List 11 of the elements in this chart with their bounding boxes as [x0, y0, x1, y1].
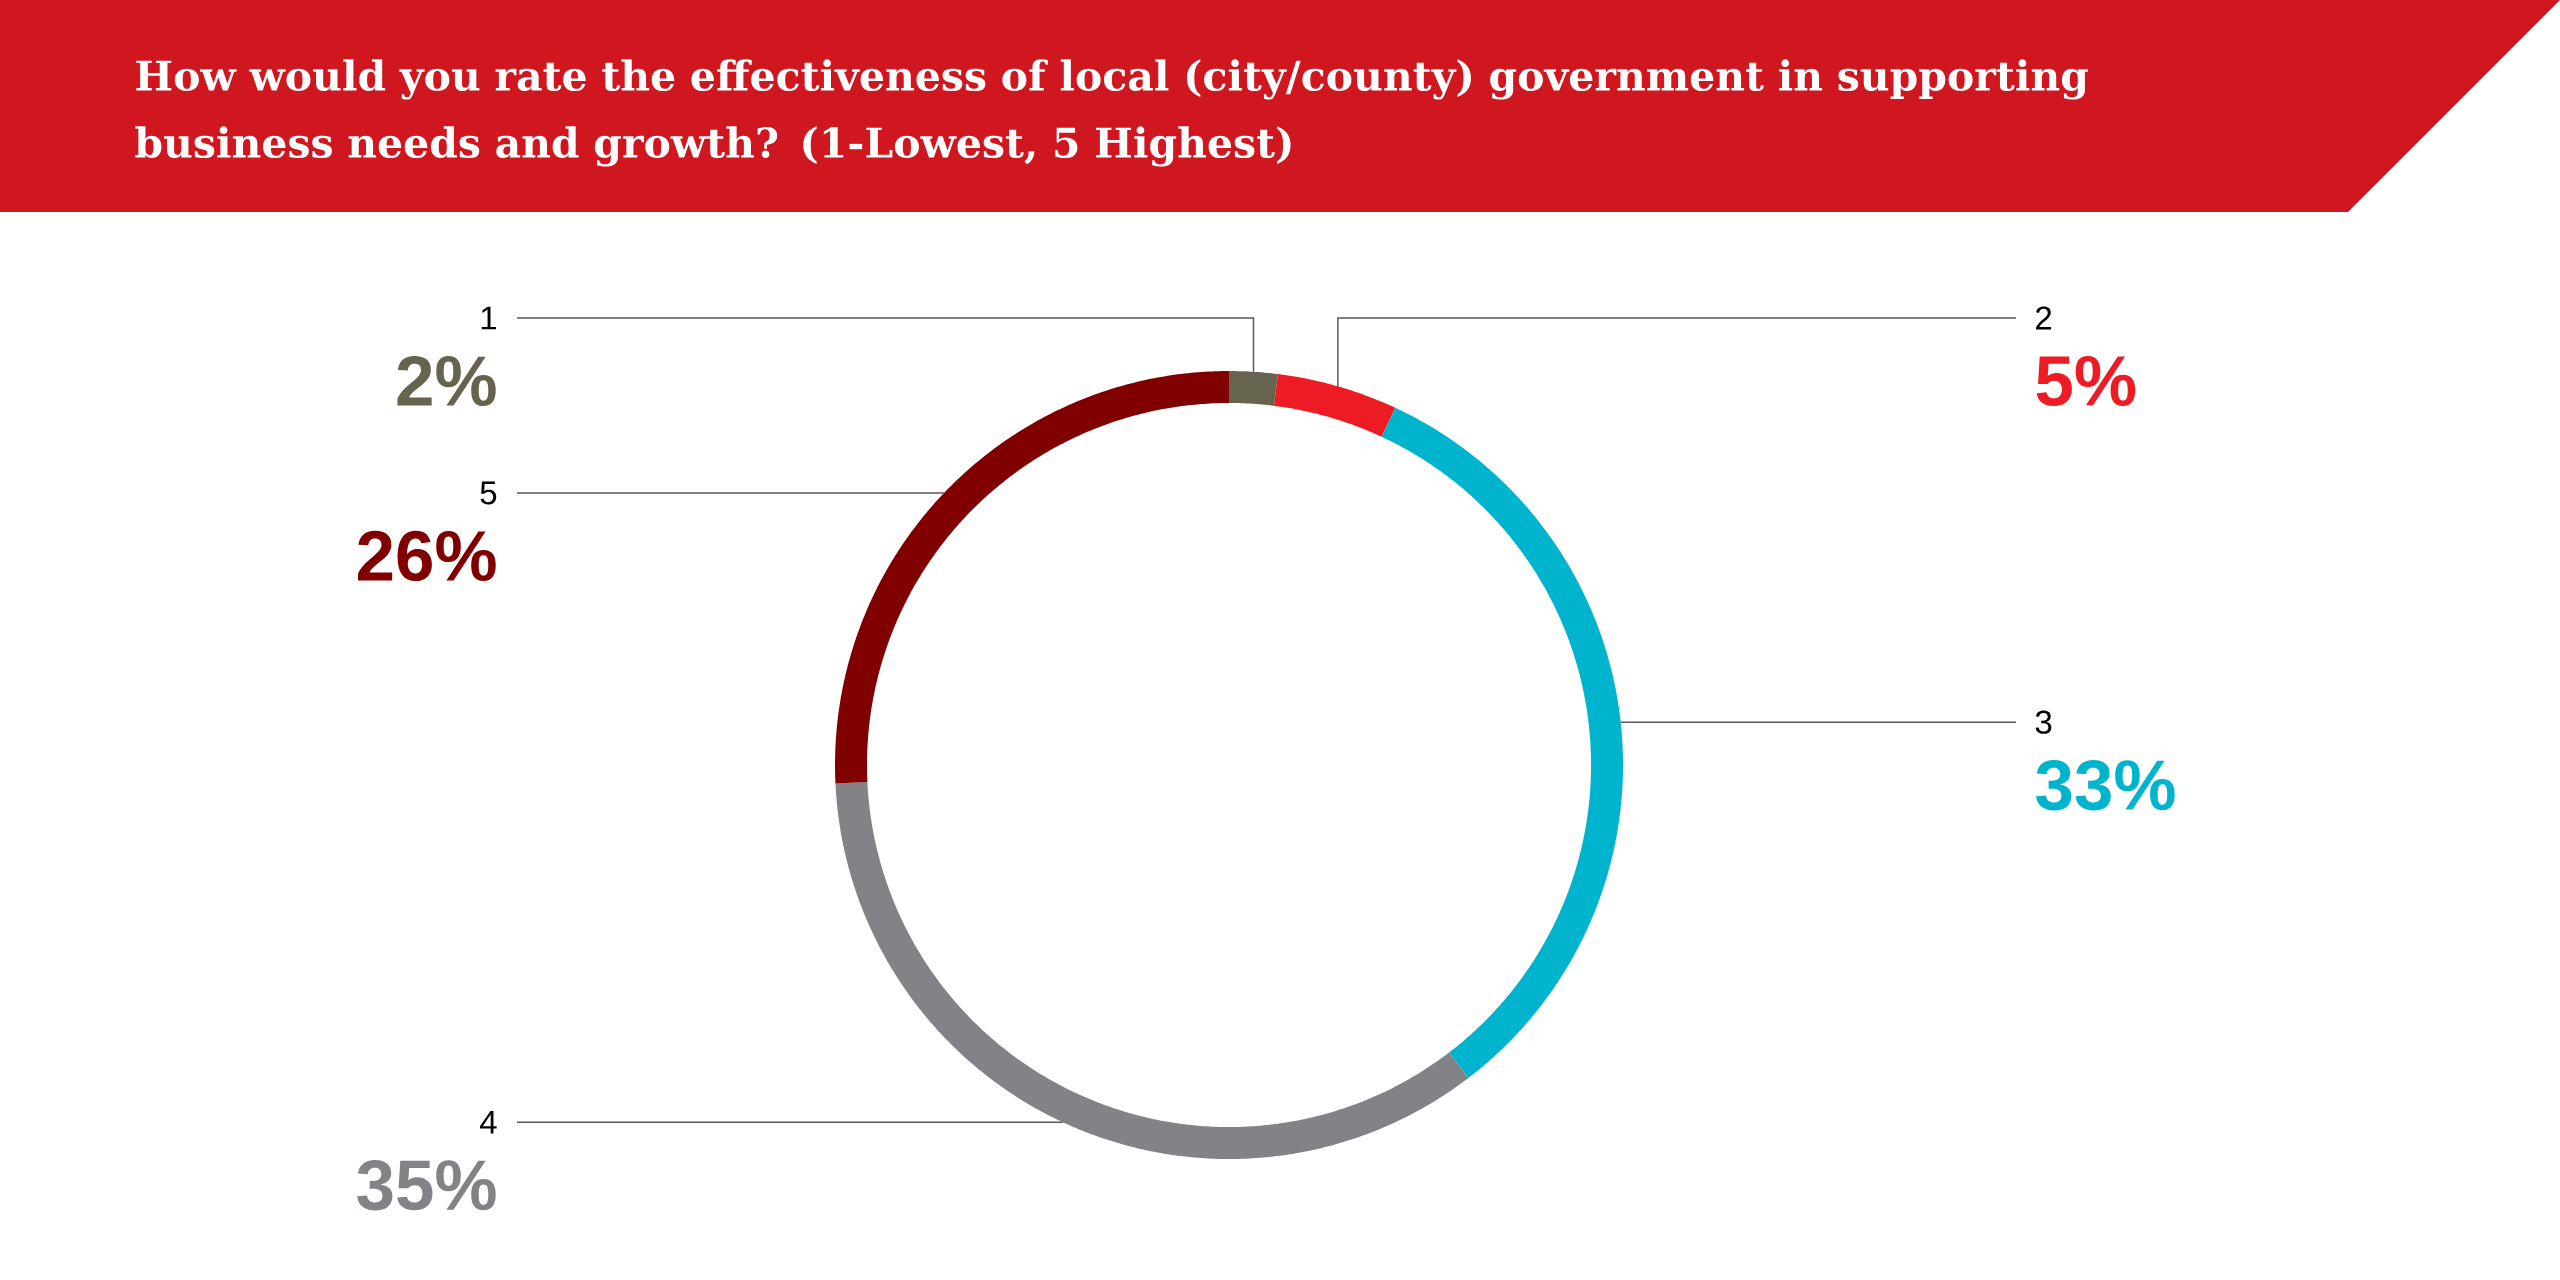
slice-label: 5 [480, 481, 497, 505]
slice-label: 3 [2035, 710, 2052, 734]
data-label: 5% [2036, 355, 2136, 407]
data-label: 35% [357, 1160, 496, 1211]
data-label: 2% [397, 355, 496, 407]
slice-label: 1 [481, 306, 497, 330]
slice-label: 4 [480, 1110, 497, 1134]
slice-label: 2 [2036, 306, 2052, 330]
chart-title: How would you rate the effectiveness of local (city/county) government in supporting business needs and growth? (1-Lowest, 5 Highest) [135, 59, 2088, 167]
data-label: 33% [2036, 760, 2175, 811]
data-label: 26% [357, 530, 496, 582]
